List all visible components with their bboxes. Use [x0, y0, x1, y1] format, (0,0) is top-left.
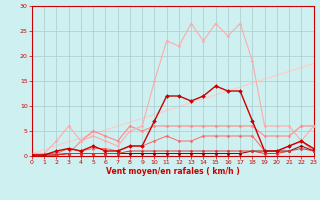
X-axis label: Vent moyen/en rafales ( km/h ): Vent moyen/en rafales ( km/h ): [106, 167, 240, 176]
